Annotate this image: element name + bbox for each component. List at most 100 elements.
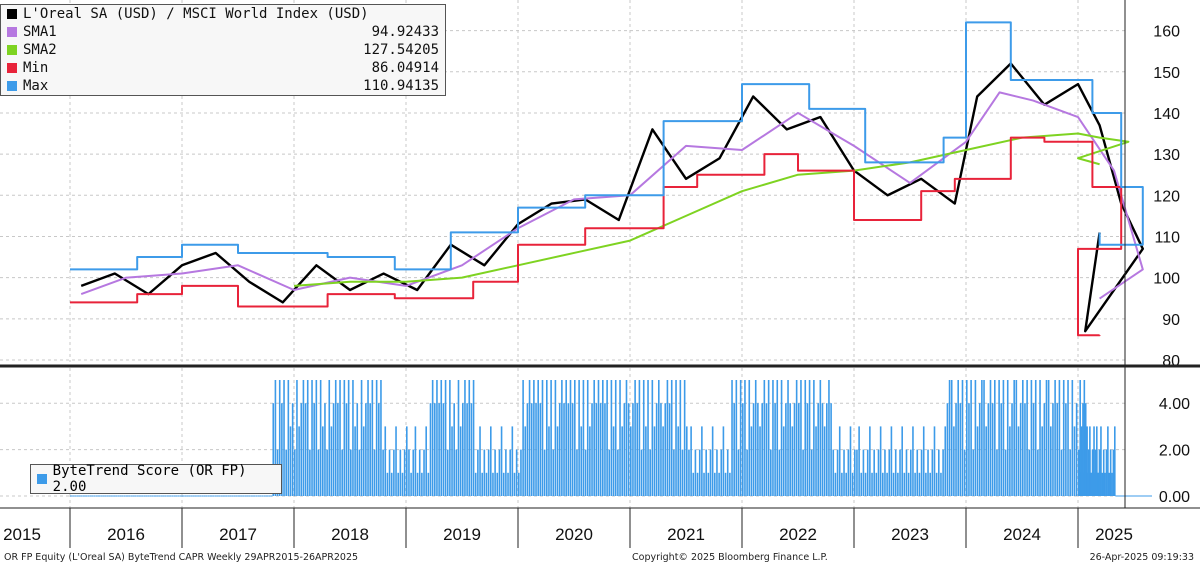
x-tick-label: 2024 [1003,525,1041,544]
y-tick-label: 100 [1153,271,1180,288]
legend-row-sma2: SMA2 127.54205 [1,41,445,59]
score-bar [935,472,938,496]
score-bar [619,380,621,496]
score-bar [1043,403,1046,496]
score-bar [912,426,914,496]
score-bar [694,449,697,496]
x-tick-label: 2019 [443,525,481,544]
score-bar [649,449,651,496]
score-bar [959,403,962,496]
score-bar [630,426,632,496]
score-bar [1054,380,1056,496]
score-bar [834,472,837,496]
y-tick-label: 110 [1154,229,1180,246]
score-bar [714,472,716,496]
score-bar [1107,426,1109,496]
score-bar [679,380,682,496]
score-bar [552,449,555,496]
score-bar [490,426,492,496]
score-bar [537,380,539,496]
score-bar [502,472,505,496]
score-bar [1037,449,1039,496]
score-bar [535,403,537,496]
score-bar [589,426,591,496]
score-bar [776,380,779,496]
score-bar [1052,403,1054,496]
score-bar [688,449,690,496]
score-bar [761,403,763,496]
score-bar [1071,380,1074,496]
score-bar [668,403,671,496]
score-bar [612,426,615,496]
score-bar [1050,426,1052,496]
x-tick-label: 2022 [779,525,817,544]
score-bar [634,380,636,496]
score-bar [798,403,800,496]
score-bar [782,426,785,496]
score-bar [957,380,959,496]
score-bar [289,426,292,496]
score-bar [315,380,318,496]
score-bar [543,449,546,496]
score-bar [431,380,434,496]
score-bar [548,426,550,496]
score-bar [1112,449,1115,496]
score-bar [731,380,733,496]
score-bar [584,449,587,496]
score-bar [1069,449,1071,496]
legend-name: SMA2 [23,42,57,58]
score-bar [647,380,649,496]
score-bar [754,380,757,496]
score-bar [436,380,438,496]
score-bar [464,380,466,496]
score-bar [541,380,544,496]
score-bar [1100,426,1102,496]
score-bar [1058,380,1061,496]
score-bar [877,449,880,496]
legend-swatch [37,474,47,484]
score-bar [817,403,819,496]
score-bar [748,380,751,496]
score-bar [621,426,623,496]
y-tick-label: 0.00 [1159,489,1190,506]
score-bar [390,472,393,496]
score-bar [604,403,606,496]
x-tick-label: 2018 [331,525,369,544]
score-bar [838,426,841,496]
score-bar [938,449,940,496]
score-bar [472,380,475,496]
score-bar [1093,472,1095,496]
score-bar [438,403,440,496]
score-bar [369,403,371,496]
score-bar [337,403,339,496]
score-bar [660,403,662,496]
legend-title: L'Oreal SA (USD) / MSCI World Index (USD… [23,6,369,22]
score-bar [929,472,931,496]
score-bar [670,380,673,496]
score-bar [414,426,417,496]
score-bar [526,403,529,496]
score-bar [793,403,796,496]
score-bar [373,449,376,496]
legend-name: Min [23,60,49,76]
score-bar [479,426,481,496]
score-bar [358,449,361,496]
score-bar [309,449,311,496]
score-bar [821,403,824,496]
series-line-sma2 [293,132,1130,287]
score-bar [291,403,294,496]
score-bar [298,426,300,496]
score-bar [994,380,996,496]
score-bar [365,403,367,496]
score-bar [927,449,929,496]
score-bar [795,380,798,496]
score-bar [666,380,669,496]
score-bar [847,449,850,496]
score-bar [651,380,654,496]
score-bar [987,403,990,496]
score-bar [1067,380,1069,496]
score-bar [1013,380,1015,496]
score-bar [539,403,542,496]
score-bar [1017,426,1020,496]
legend-value: 86.04914 [371,60,439,76]
